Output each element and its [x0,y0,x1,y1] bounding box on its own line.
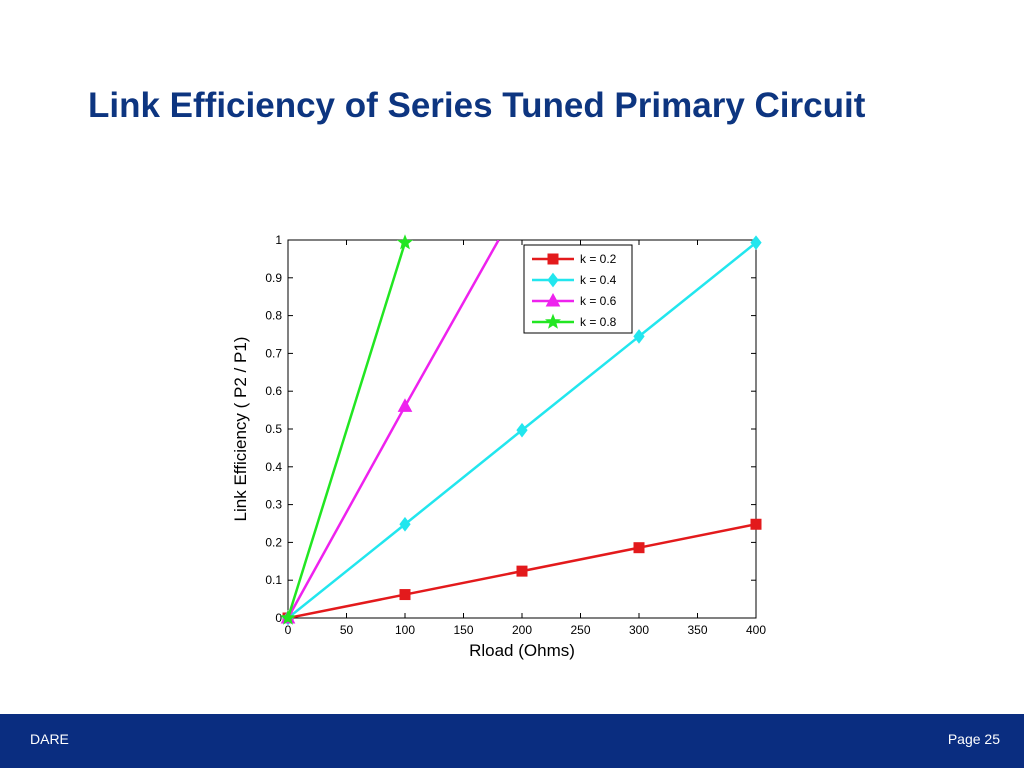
y-tick-label: 0.6 [265,384,282,398]
legend-marker [545,313,561,329]
data-point-k-0-4 [633,329,645,344]
y-tick-label: 0.7 [265,346,282,360]
data-point-k-0-4 [516,422,528,438]
x-tick-label: 250 [570,623,590,637]
x-tick-label: 400 [746,623,766,637]
efficiency-chart: 0 50 100 150 200 250 300 350 400 0 0.1 0.2 0.3 0.4 0.5… [231,233,766,660]
slide-title: Link Efficiency of Series Tuned Primary … [88,86,866,125]
footer-label: DARE [30,731,69,747]
x-axis-label: Rload (Ohms) [469,641,575,660]
footer-bar: DARE Page 25 [0,714,1024,768]
y-tick-label: 0.1 [265,573,282,587]
data-point-k-0-4 [399,516,411,532]
data-point-k-0-2 [399,589,411,601]
x-tick-label: 150 [453,623,473,637]
y-tick-label: 0.3 [265,498,282,512]
series-line-k-0-8 [288,242,407,618]
legend-label: k = 0.6 [580,294,617,308]
x-tick-label: 300 [629,623,649,637]
legend-label: k = 0.8 [580,315,617,329]
x-tick-label: 350 [687,623,707,637]
data-point-k-0-2 [633,542,645,554]
data-point-k-0-8 [280,609,296,625]
y-tick-label: 0.8 [265,309,282,323]
legend-label: k = 0.2 [580,252,617,266]
y-tick-label: 0.9 [265,271,282,285]
x-tick-label: 50 [340,623,354,637]
x-tick-label: 0 [285,623,292,637]
x-tick-label: 200 [512,623,532,637]
y-tick-label: 0 [275,611,282,625]
data-point-k-0-2 [516,565,528,577]
y-tick-label: 0.4 [265,460,282,474]
data-point-k-0-8 [397,234,413,250]
data-point-k-0-2 [750,518,762,530]
legend-marker [545,292,561,307]
data-point-k-0-6 [397,398,413,412]
legend-label: k = 0.4 [580,273,617,287]
legend-marker [547,272,559,288]
x-tick-label: 100 [395,623,415,637]
y-tick-label: 0.2 [265,535,282,549]
data-point-k-0-4 [750,235,762,250]
page-number: Page 25 [947,731,1000,747]
y-tick-label: 1 [275,233,282,247]
y-tick-label: 0.5 [265,422,282,436]
y-axis-label: Link Efficiency ( P2 / P1) [231,337,250,522]
legend-marker [547,253,559,265]
